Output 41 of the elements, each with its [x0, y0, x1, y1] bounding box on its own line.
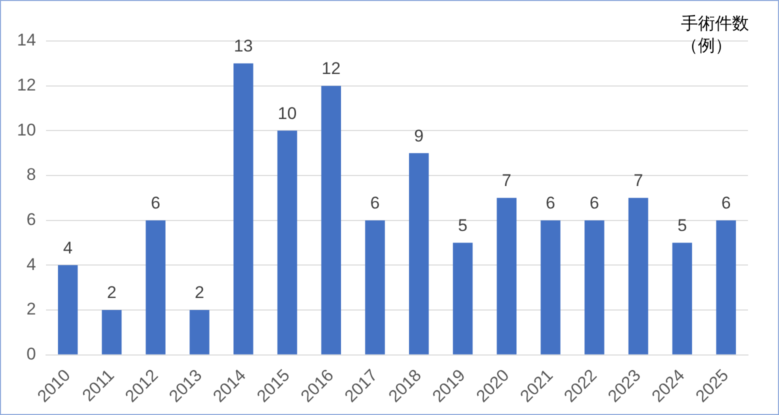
- y-axis-title: 手術件数（例）: [681, 13, 750, 57]
- bar: [716, 220, 736, 354]
- data-label: 2: [106, 283, 116, 302]
- data-label: 4: [63, 238, 73, 258]
- y-tick-label: 0: [26, 344, 36, 364]
- bar: [540, 220, 560, 354]
- bar: [409, 153, 429, 354]
- data-label: 6: [150, 194, 160, 213]
- data-label: 5: [458, 216, 468, 235]
- bar: [190, 310, 210, 354]
- bar: [365, 220, 385, 354]
- bar: [146, 220, 166, 354]
- y-tick-label: 4: [26, 254, 36, 274]
- bar: [321, 86, 342, 354]
- data-label: 5: [677, 216, 687, 235]
- data-label: 13: [234, 36, 253, 56]
- data-label: 9: [414, 126, 424, 146]
- y-tick-label: 10: [16, 120, 36, 140]
- data-label: 6: [721, 194, 731, 213]
- bar: [452, 242, 473, 354]
- bar: [496, 198, 517, 354]
- bar: [584, 220, 604, 354]
- y-tick-label: 2: [26, 300, 36, 319]
- bar: [628, 198, 648, 354]
- y-tick-label: 14: [16, 30, 36, 50]
- bar: [58, 265, 78, 354]
- data-label: 7: [502, 171, 512, 190]
- data-label: 6: [590, 194, 600, 213]
- data-label: 10: [278, 104, 297, 123]
- bar: [102, 310, 122, 354]
- data-label: 7: [634, 171, 644, 190]
- y-tick-label: 6: [26, 210, 36, 230]
- y-tick-label: 8: [26, 165, 36, 184]
- data-label: 6: [370, 194, 380, 213]
- y-tick-label: 12: [16, 76, 36, 95]
- bar: [672, 242, 692, 354]
- bar: [234, 63, 254, 354]
- data-label: 2: [194, 283, 204, 302]
- bar: [277, 130, 298, 354]
- data-label: 6: [546, 194, 556, 213]
- data-label: 12: [322, 59, 341, 78]
